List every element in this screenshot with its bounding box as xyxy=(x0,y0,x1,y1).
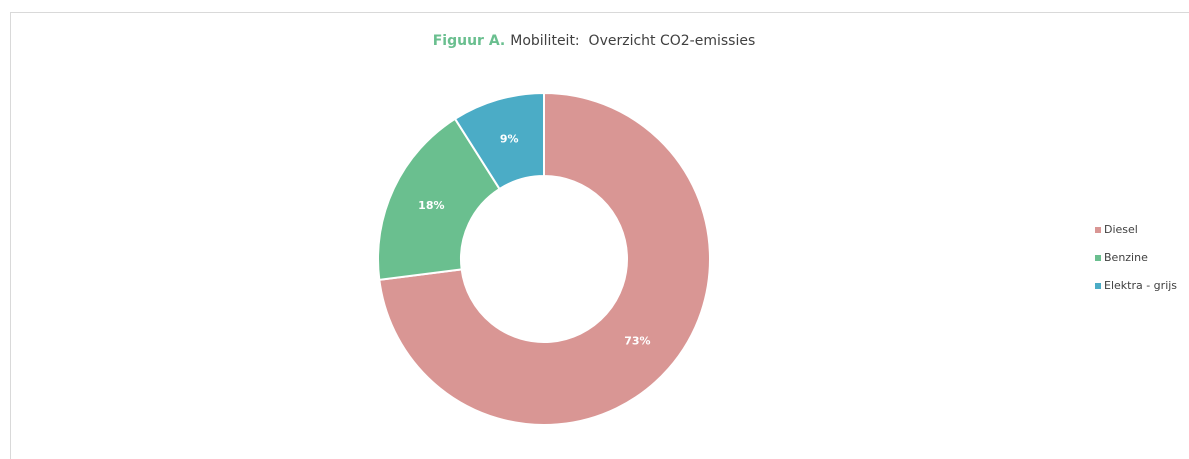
title-text: Mobiliteit: Overzicht CO2-emissies xyxy=(510,33,755,49)
data-label: 73% xyxy=(624,334,650,347)
data-label: 9% xyxy=(500,132,519,145)
donut-slice xyxy=(377,117,501,281)
chart-border xyxy=(10,12,1189,459)
title-lead: Figuur A. xyxy=(433,33,506,49)
legend-label: Benzine xyxy=(1104,251,1148,264)
legend-swatch xyxy=(1095,227,1101,233)
legend-label: Elektra - grijs xyxy=(1104,279,1177,292)
legend-swatch xyxy=(1095,283,1101,289)
data-label: 18% xyxy=(418,199,444,212)
donut-slice xyxy=(453,91,545,191)
legend-swatch xyxy=(1095,255,1101,261)
chart-title: Figuur A. Mobiliteit: Overzicht CO2-emiss… xyxy=(433,33,756,49)
legend-label: Diesel xyxy=(1104,223,1138,236)
donut-slice xyxy=(378,91,711,426)
